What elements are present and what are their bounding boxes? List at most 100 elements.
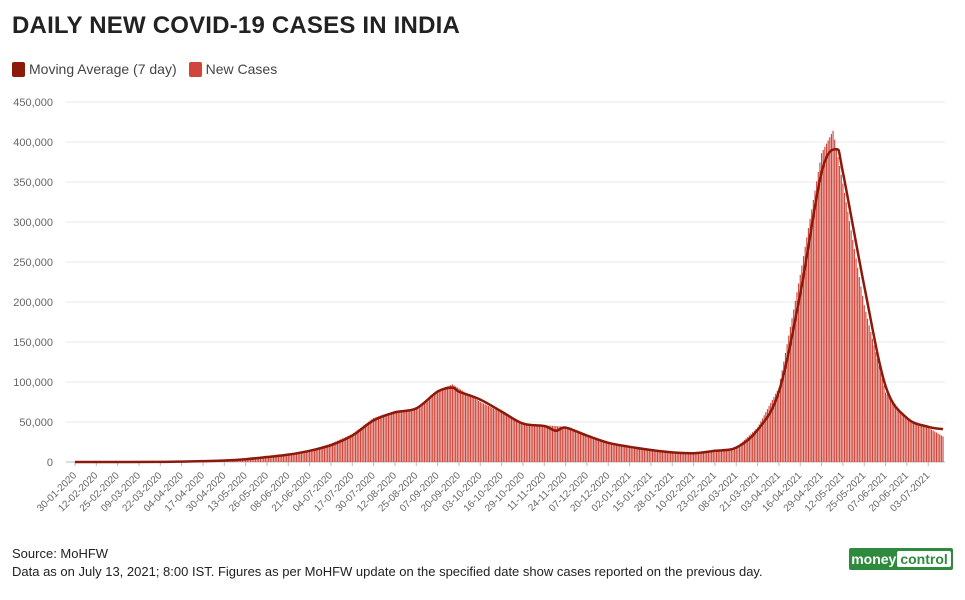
bar-new-cases bbox=[606, 442, 608, 462]
bar-new-cases bbox=[755, 429, 757, 462]
bar-new-cases bbox=[930, 429, 933, 462]
bar-new-cases bbox=[456, 387, 458, 462]
bar-new-cases bbox=[533, 424, 536, 462]
bar-new-cases bbox=[760, 421, 762, 462]
legend-item-moving-average[interactable]: Moving Average (7 day) bbox=[12, 61, 177, 77]
bar-new-cases bbox=[512, 418, 514, 462]
bar-new-cases bbox=[778, 387, 780, 462]
bar-new-cases bbox=[714, 450, 716, 462]
bar-new-cases bbox=[369, 420, 371, 462]
bar-new-cases bbox=[837, 157, 839, 462]
bar-new-cases bbox=[294, 453, 296, 462]
bar-new-cases bbox=[878, 365, 880, 462]
bar-new-cases bbox=[876, 358, 878, 462]
bar-new-cases bbox=[407, 409, 409, 462]
bar-new-cases bbox=[487, 406, 490, 462]
bar-new-cases bbox=[473, 397, 475, 462]
footer: Source: MoHFW Data as on July 13, 2021; … bbox=[12, 545, 763, 581]
bar-new-cases bbox=[783, 361, 785, 462]
bar-new-cases bbox=[624, 445, 626, 462]
bar-new-cases bbox=[615, 444, 618, 462]
bar-new-cases bbox=[706, 451, 708, 462]
bar-new-cases bbox=[574, 431, 577, 462]
bar-new-cases bbox=[599, 440, 601, 462]
bar-new-cases bbox=[663, 451, 665, 462]
bar-new-cases bbox=[374, 417, 376, 462]
legend-label-moving-average: Moving Average (7 day) bbox=[29, 61, 177, 77]
moneycontrol-logo[interactable]: money control bbox=[849, 548, 953, 570]
bar-new-cases bbox=[648, 449, 650, 462]
bar-new-cases bbox=[886, 394, 888, 462]
bar-new-cases bbox=[394, 410, 396, 462]
bar-new-cases bbox=[478, 400, 480, 462]
bar-new-cases bbox=[451, 384, 453, 462]
bar-new-cases bbox=[387, 413, 389, 462]
chart-plot: 0 50,000 100,000 150,000 200,000 250,000 300,0… bbox=[13, 97, 945, 514]
bar-new-cases bbox=[340, 439, 342, 462]
bar-new-cases bbox=[637, 448, 639, 462]
bar-new-cases bbox=[924, 426, 926, 462]
bar-new-cases bbox=[443, 387, 445, 462]
bar-new-cases bbox=[917, 423, 919, 462]
bar-new-cases bbox=[530, 424, 532, 462]
bar-new-cases bbox=[563, 426, 565, 462]
bar-new-cases bbox=[514, 419, 516, 462]
bar-new-cases bbox=[525, 423, 527, 462]
legend-item-new-cases[interactable]: New Cases bbox=[188, 61, 278, 77]
bar-new-cases bbox=[468, 394, 470, 462]
bar-new-cases bbox=[313, 448, 316, 462]
bar-new-cases bbox=[381, 415, 383, 462]
bar-new-cases bbox=[784, 352, 787, 462]
bar-new-cases bbox=[712, 450, 714, 462]
bar-new-cases bbox=[799, 274, 801, 462]
bar-new-cases bbox=[873, 345, 875, 462]
bar-new-cases bbox=[779, 378, 782, 462]
bar-new-cases bbox=[535, 424, 537, 462]
bar-new-cases bbox=[440, 388, 442, 462]
bar-new-cases bbox=[343, 437, 345, 462]
bar-new-cases bbox=[904, 416, 906, 462]
bar-new-cases bbox=[748, 435, 750, 462]
bar-new-cases bbox=[371, 419, 373, 462]
bar-new-cases bbox=[565, 426, 567, 462]
bar-new-cases bbox=[812, 199, 814, 462]
bar-new-cases bbox=[911, 420, 913, 462]
bar-new-cases bbox=[389, 412, 391, 462]
bar-new-cases bbox=[455, 386, 457, 462]
bar-new-cases bbox=[310, 449, 312, 462]
bar-new-cases bbox=[752, 432, 754, 462]
bar-new-cases bbox=[633, 447, 636, 462]
bar-new-cases bbox=[796, 292, 798, 462]
bar-new-cases bbox=[320, 446, 322, 462]
bar-new-cases bbox=[934, 431, 936, 462]
bar-new-cases bbox=[286, 454, 288, 462]
bar-new-cases bbox=[740, 442, 742, 462]
bar-new-cases bbox=[581, 434, 583, 462]
bar-new-cases bbox=[763, 415, 765, 462]
bar-new-cases bbox=[338, 439, 340, 462]
bar-new-cases bbox=[666, 451, 668, 462]
bar-new-cases bbox=[809, 218, 811, 462]
bar-new-cases bbox=[263, 457, 265, 462]
bar-new-cases bbox=[474, 398, 476, 462]
legend-label-new-cases: New Cases bbox=[205, 61, 278, 77]
bar-new-cases bbox=[661, 451, 663, 462]
bar-new-cases bbox=[929, 428, 931, 462]
bar-new-cases bbox=[479, 402, 481, 462]
bar-new-cases bbox=[735, 447, 737, 462]
bar-new-cases bbox=[391, 411, 393, 462]
bar-new-cases bbox=[676, 452, 678, 462]
bar-new-cases bbox=[940, 435, 942, 462]
bar-new-cases bbox=[307, 450, 309, 462]
bar-new-cases bbox=[614, 444, 616, 462]
bar-new-cases bbox=[520, 422, 522, 462]
bar-new-cases bbox=[817, 171, 819, 462]
bar-new-cases bbox=[497, 410, 499, 462]
bar-new-cases bbox=[438, 389, 440, 462]
bar-new-cases bbox=[382, 414, 385, 462]
bar-new-cases bbox=[912, 421, 915, 462]
bar-new-cases bbox=[578, 432, 580, 462]
bar-new-cases bbox=[366, 422, 368, 462]
bar-new-cases bbox=[738, 444, 741, 462]
bar-new-cases bbox=[824, 146, 826, 463]
